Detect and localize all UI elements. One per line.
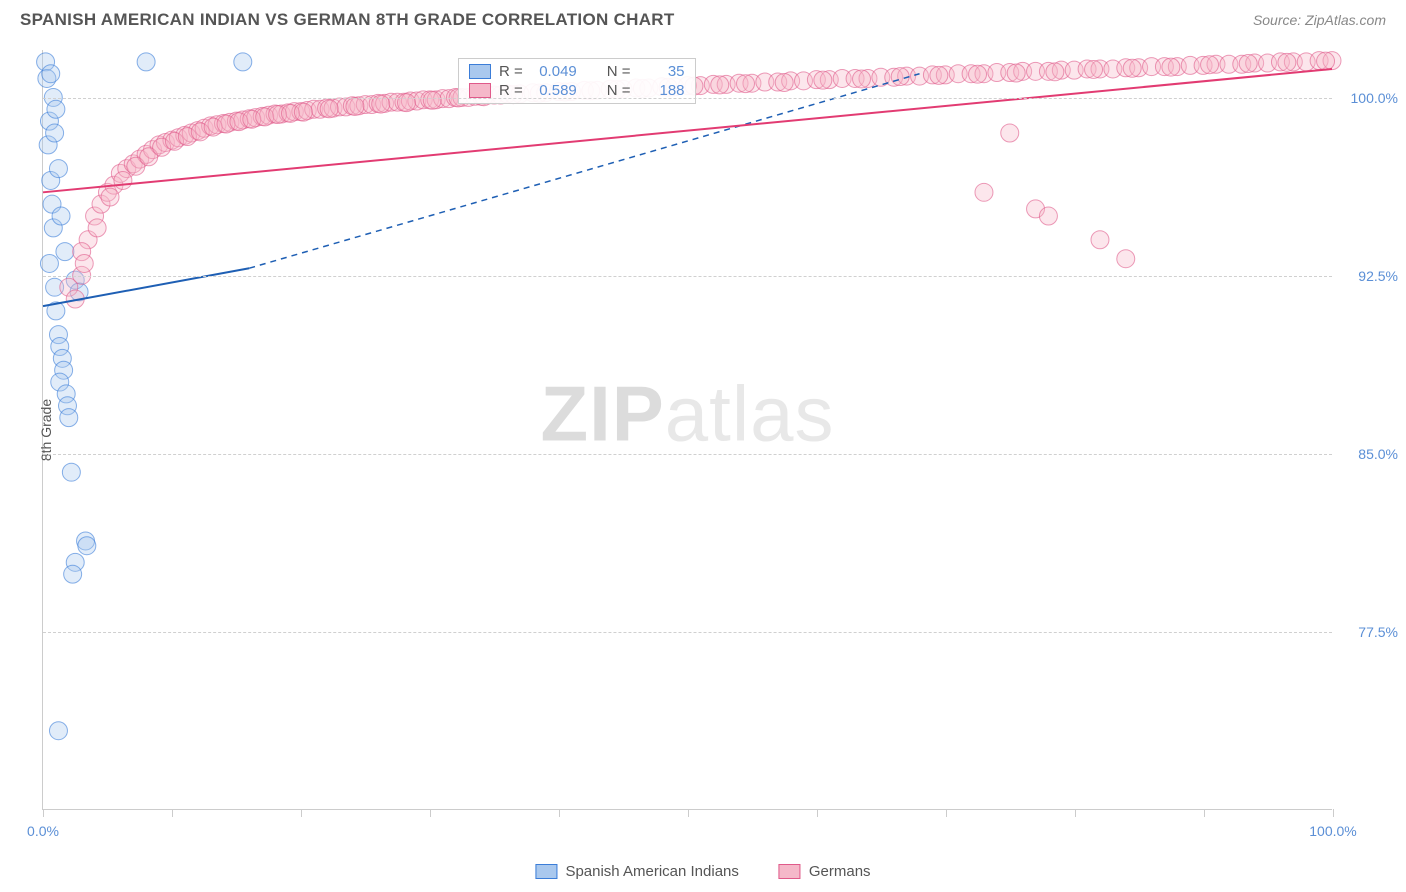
ytick-label: 92.5%: [1358, 268, 1398, 284]
xtick: [1204, 809, 1205, 817]
legend-label-1: Spanish American Indians: [565, 863, 738, 880]
swatch-blue-icon: [535, 864, 557, 879]
chart-title: SPANISH AMERICAN INDIAN VS GERMAN 8TH GR…: [20, 10, 675, 30]
stats-row-1: R = 0.049 N = 35: [469, 63, 685, 80]
ytick-label: 85.0%: [1358, 446, 1398, 462]
gridline: [43, 454, 1332, 455]
xtick-label: 0.0%: [27, 823, 59, 839]
legend-label-2: Germans: [809, 863, 871, 880]
legend-item-2: Germans: [779, 863, 871, 880]
xtick: [172, 809, 173, 817]
xtick: [1075, 809, 1076, 817]
source-label: Source: ZipAtlas.com: [1253, 12, 1386, 28]
stats-row-2: R = 0.589 N = 188: [469, 82, 685, 99]
xtick: [430, 809, 431, 817]
bottom-legend: Spanish American Indians Germans: [535, 863, 870, 880]
r-label: R =: [499, 82, 523, 99]
xtick: [688, 809, 689, 817]
chart-svg: [43, 50, 1332, 809]
xtick: [1333, 809, 1334, 817]
swatch-pink-icon: [779, 864, 801, 879]
gridline: [43, 276, 1332, 277]
r-value-2: 0.589: [531, 82, 577, 99]
xtick: [43, 809, 44, 817]
r-value-1: 0.049: [531, 63, 577, 80]
n-value-2: 188: [639, 82, 685, 99]
r-label: R =: [499, 63, 523, 80]
n-label: N =: [607, 63, 631, 80]
ytick-label: 100.0%: [1351, 90, 1398, 106]
gridline: [43, 632, 1332, 633]
xtick: [817, 809, 818, 817]
n-label: N =: [607, 82, 631, 99]
swatch-blue-icon: [469, 64, 491, 79]
xtick: [301, 809, 302, 817]
ytick-label: 77.5%: [1358, 624, 1398, 640]
xtick: [946, 809, 947, 817]
swatch-pink-icon: [469, 83, 491, 98]
xtick-label: 100.0%: [1309, 823, 1356, 839]
legend-item-1: Spanish American Indians: [535, 863, 738, 880]
plot-area: 8th Grade ZIPatlas R = 0.049 N = 35 R = …: [42, 50, 1332, 810]
n-value-1: 35: [639, 63, 685, 80]
xtick: [559, 809, 560, 817]
gridline: [43, 98, 1332, 99]
